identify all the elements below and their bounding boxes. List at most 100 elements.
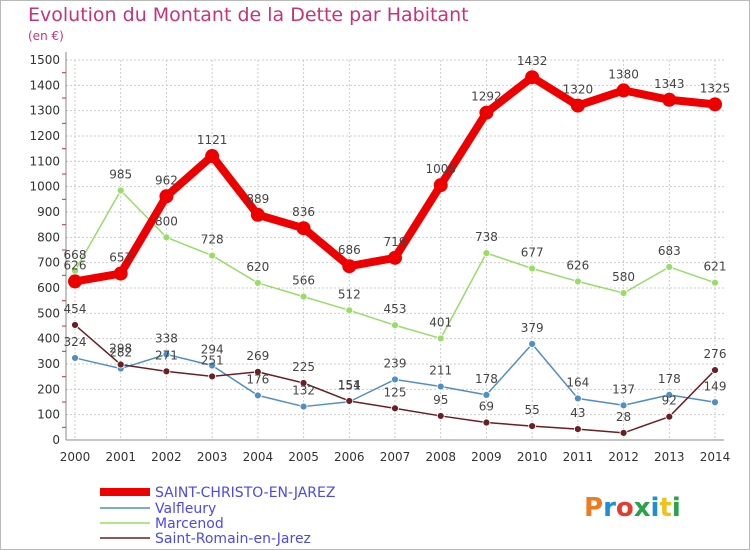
series-point-3: [116, 360, 125, 369]
data-label-1: 178: [475, 372, 498, 386]
data-label-0: 1006: [425, 162, 456, 176]
data-label-1: 282: [109, 346, 132, 360]
y-tick-label: 200: [37, 382, 60, 396]
series-point-1: [436, 382, 445, 391]
data-label-0: 962: [155, 173, 178, 187]
series-point-2: [619, 289, 628, 297]
y-tick-label: 1400: [29, 78, 60, 92]
series-point-1: [665, 391, 674, 399]
series-point-2: [299, 292, 308, 301]
series-point-0: [250, 207, 265, 222]
series-point-3: [299, 379, 308, 387]
data-label-1: 338: [155, 331, 178, 345]
y-tick-label: 600: [37, 281, 60, 295]
data-label-0: 1380: [608, 67, 639, 81]
series-point-1: [391, 375, 399, 384]
series-point-2: [436, 334, 445, 343]
data-label-1: 239: [384, 356, 407, 370]
y-tick-label: 1500: [29, 53, 60, 67]
data-label-0: 1292: [471, 90, 502, 104]
data-label-0: 1320: [563, 83, 594, 97]
series-point-0: [342, 259, 357, 274]
legend-label: Marcenod: [155, 516, 224, 532]
x-tick-label: 2012: [608, 450, 639, 464]
data-label-0: 719: [384, 235, 407, 249]
x-tick-label: 2013: [654, 450, 685, 464]
x-tick-label: 2008: [425, 450, 456, 464]
data-label-3: 271: [155, 348, 178, 362]
series-point-2: [208, 251, 217, 260]
data-label-0: 626: [64, 258, 87, 272]
series-point-1: [162, 350, 171, 359]
data-label-2: 580: [612, 270, 635, 284]
x-tick-label: 2014: [700, 450, 731, 464]
data-label-3: 28: [616, 410, 631, 424]
x-tick-label: 2006: [334, 450, 365, 464]
data-label-1: 149: [704, 379, 727, 393]
data-label-1: 164: [566, 375, 589, 389]
data-label-3: 125: [384, 385, 407, 399]
series-point-1: [528, 340, 537, 348]
series-point-0: [525, 70, 540, 85]
data-label-0: 1432: [517, 54, 548, 68]
series-point-1: [208, 361, 217, 370]
series-point-2: [665, 263, 674, 271]
series-point-1: [573, 394, 582, 403]
series-point-3: [711, 366, 719, 374]
data-label-3: 225: [292, 360, 315, 374]
series-point-1: [71, 354, 79, 362]
series-point-0: [159, 189, 174, 204]
series-point-2: [116, 186, 125, 195]
series-point-3: [162, 367, 171, 376]
y-tick-label: 300: [37, 357, 60, 371]
data-label-3: 154: [338, 378, 361, 392]
data-label-3: 298: [109, 342, 132, 356]
data-label-3: 276: [704, 347, 727, 361]
data-label-0: 686: [338, 243, 361, 257]
y-tick-label: 1100: [29, 154, 60, 168]
series-point-2: [573, 277, 582, 286]
data-label-2: 728: [201, 233, 224, 247]
series-point-2: [253, 279, 262, 287]
data-label-2: 677: [521, 245, 544, 259]
data-label-3: 251: [201, 353, 224, 367]
data-label-3: 69: [479, 400, 494, 414]
x-tick-label: 2001: [105, 450, 136, 464]
y-tick-label: 0: [52, 433, 60, 447]
series-point-3: [665, 412, 674, 421]
series-point-2: [162, 233, 171, 242]
y-tick-label: 1200: [29, 129, 60, 143]
series-point-0: [662, 92, 677, 107]
data-label-1: 137: [612, 382, 635, 396]
x-tick-label: 2002: [151, 450, 182, 464]
data-label-3: 43: [570, 406, 585, 420]
data-label-1: 211: [429, 364, 452, 378]
series-point-0: [113, 266, 128, 281]
data-label-3: 92: [662, 394, 677, 408]
legend: SAINT-CHRISTO-EN-JAREZValfleuryMarcenodS…: [100, 485, 335, 547]
series-layer: [68, 70, 722, 437]
legend-label: Valfleury: [155, 501, 216, 517]
data-label-2: 668: [64, 248, 87, 262]
series-point-2: [345, 306, 354, 315]
legend-label: Saint-Romain-en-Jarez: [155, 531, 311, 547]
data-label-0: 1343: [654, 77, 685, 91]
series-point-3: [71, 321, 79, 329]
y-tick-label: 1300: [29, 104, 60, 118]
data-label-0: 836: [292, 205, 315, 219]
series-point-0: [479, 105, 494, 120]
x-tick-label: 2007: [380, 450, 411, 464]
data-label-2: 626: [566, 258, 589, 272]
data-label-layer: 668 985 800 728 620 566 512 453 401 738 677 626 580 6…: [64, 54, 731, 424]
series-point-0: [708, 97, 722, 112]
data-label-3: 55: [525, 403, 540, 417]
series-point-3: [436, 412, 445, 420]
proxiti-logo: Proxiti: [584, 493, 681, 523]
series-point-3: [391, 404, 399, 413]
data-label-2: 985: [109, 167, 132, 181]
series-point-0: [388, 250, 402, 265]
data-label-3: 454: [64, 302, 87, 316]
series-point-3: [345, 397, 354, 405]
data-label-1: 178: [658, 372, 681, 386]
data-label-2: 683: [658, 244, 681, 258]
